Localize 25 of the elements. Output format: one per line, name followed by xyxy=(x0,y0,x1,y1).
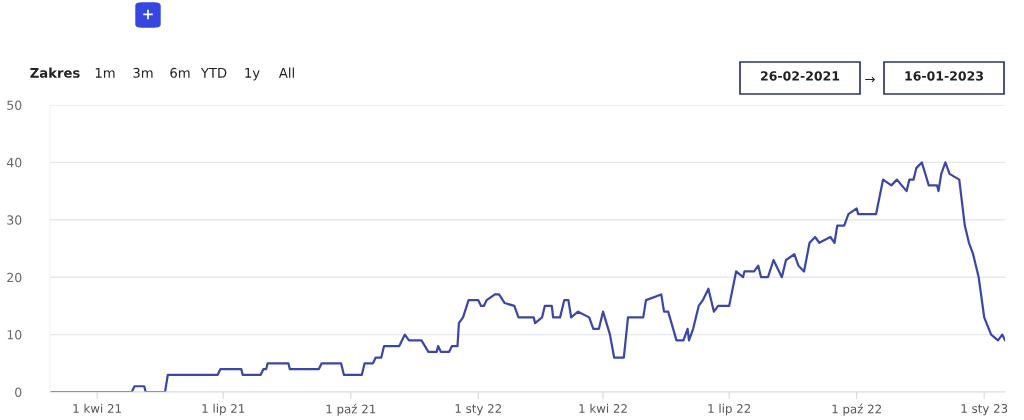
y-tick-label: 50 xyxy=(7,100,22,110)
text: → xyxy=(865,76,875,83)
text: 26-02-2021 xyxy=(761,71,840,81)
text: YTD xyxy=(200,68,227,78)
y-tick-label: 10 xyxy=(7,330,22,340)
text: 1y xyxy=(245,68,260,81)
y-tick-label: 40 xyxy=(6,157,22,168)
x-tick-label: 1 sty 22 xyxy=(455,404,502,416)
x-tick-label: 1 kwi 21 xyxy=(73,403,121,413)
x-tick-label: 1 kwi 22 xyxy=(579,403,627,413)
x-tick-label: 1 lip 21 xyxy=(202,403,245,416)
text: 1m xyxy=(95,68,115,78)
y-tick-label: 30 xyxy=(7,215,22,225)
y-tick-label: 0 xyxy=(15,387,22,397)
x-tick-label: 1 lip 22 xyxy=(708,403,751,416)
text: All xyxy=(278,67,294,78)
text: 3m xyxy=(133,67,153,78)
text: + xyxy=(143,9,153,20)
x-tick-label: 1 paź 22 xyxy=(832,403,881,416)
y-tick-label: 20 xyxy=(7,272,22,283)
text: Zakres xyxy=(30,67,80,78)
text: 6m xyxy=(170,67,190,78)
x-tick-label: 1 paź 21 xyxy=(326,403,376,416)
text: 16-01-2023 xyxy=(905,71,983,81)
x-tick-label: 1 sty 23 xyxy=(961,404,1008,416)
